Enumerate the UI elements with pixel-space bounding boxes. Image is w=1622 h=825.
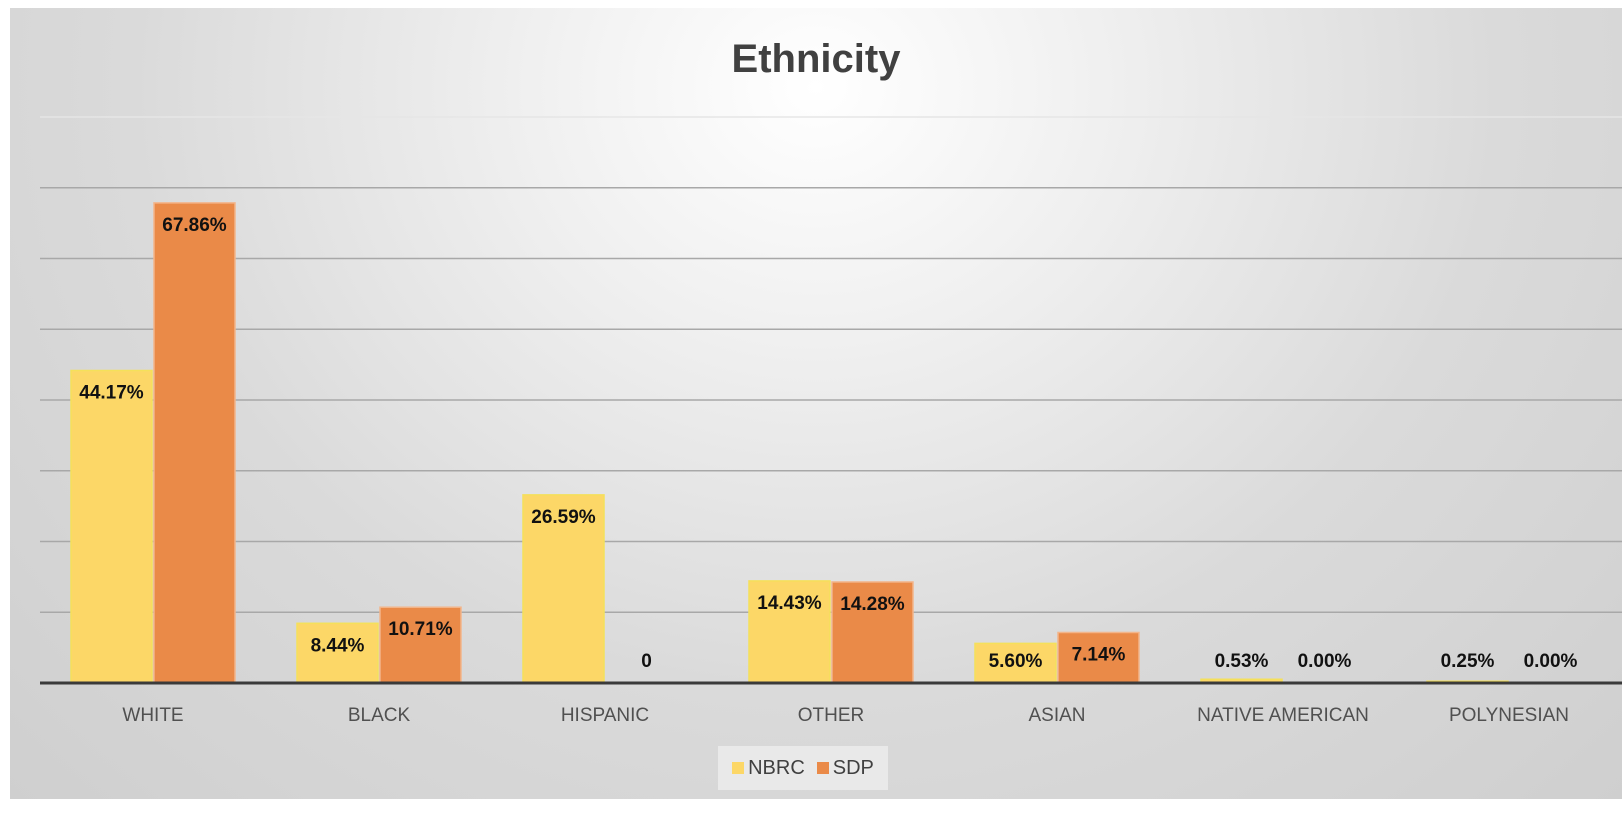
bar-nbrc-other: [748, 580, 831, 684]
data-label: 67.86%: [162, 215, 227, 236]
legend-item-sdp: SDP: [816, 756, 874, 780]
bar-sdp-white: [153, 202, 236, 684]
bar-sdp-black: [379, 606, 462, 684]
x-tick-label: OTHER: [798, 705, 865, 726]
data-label: 7.14%: [1072, 644, 1126, 665]
x-tick-label: HISPANIC: [561, 705, 649, 726]
data-label: 0.00%: [1524, 651, 1578, 672]
legend-label-sdp: SDP: [832, 756, 874, 779]
bar-nbrc-hispanic: [522, 494, 605, 684]
data-label: 44.17%: [79, 382, 144, 403]
data-label: 5.60%: [989, 651, 1043, 672]
x-tick-label: WHITE: [122, 705, 183, 726]
data-label: 0: [641, 651, 652, 672]
bar-sdp-other: [831, 581, 914, 684]
data-label: 10.71%: [388, 619, 453, 640]
bar-nbrc-asian: [974, 642, 1057, 684]
data-label: 26.59%: [531, 507, 596, 528]
data-label: 14.43%: [757, 593, 822, 614]
data-label: 0.00%: [1298, 651, 1352, 672]
data-label: 14.28%: [840, 594, 905, 615]
legend-item-nbrc: NBRC: [732, 757, 805, 780]
x-tick-label: NATIVE AMERICAN: [1197, 705, 1369, 726]
chart-legend: NBRC SDP: [718, 746, 888, 790]
x-tick-label: POLYNESIAN: [1449, 705, 1569, 726]
chart-plot: 44.17% 67.86% WHITE 8.44% 10.71% BLACK 26.59% 0…: [40, 116, 1622, 726]
chart-title: Ethnicity: [731, 37, 901, 81]
data-label: 0.53%: [1215, 651, 1269, 672]
x-tick-label: BLACK: [348, 705, 411, 726]
bar-nbrc-black: [296, 622, 379, 684]
data-label: 8.44%: [311, 635, 365, 656]
legend-label-nbrc: NBRC: [748, 756, 805, 779]
legend-swatch-sdp: [816, 762, 829, 774]
data-label: 0.25%: [1441, 651, 1495, 672]
legend-swatch-nbrc: [732, 762, 745, 774]
x-tick-label: ASIAN: [1028, 705, 1085, 726]
bar-sdp-asian: [1057, 631, 1140, 684]
chart-area: Ethnicity 44.17% 67.86% WHITE 8.44% 10.71% BL…: [10, 8, 1622, 799]
bar-nbrc-white: [70, 369, 153, 684]
